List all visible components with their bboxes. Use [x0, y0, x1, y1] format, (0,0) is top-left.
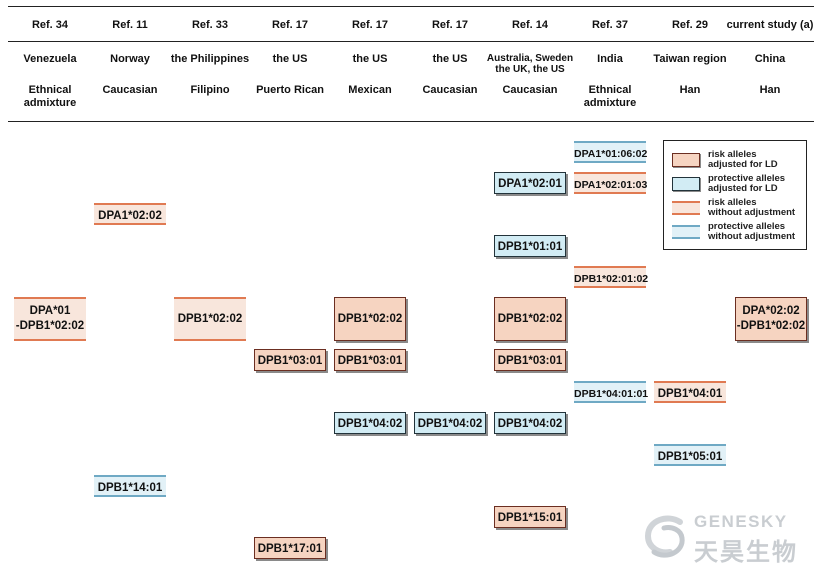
region-cell: the US — [272, 53, 308, 65]
ref-cell: Ref. 37 — [591, 19, 629, 31]
region-cell: Norway — [110, 53, 150, 65]
allele-box: DPB1*14:01 — [94, 475, 166, 497]
allele-box: DPB1*04:02 — [494, 412, 566, 434]
legend-label: protective alleles adjusted for LD — [708, 173, 786, 194]
region-cell: China — [754, 53, 786, 65]
legend-label: protective alleles without adjustment — [708, 221, 796, 242]
allele-box: DPB1*04:02 — [414, 412, 486, 434]
ethnicity-cell: Han — [759, 84, 781, 96]
region-cell: the US — [352, 53, 388, 65]
header-separator-rule — [8, 41, 814, 42]
allele-box: DPB1*02:02 — [494, 297, 566, 341]
allele-box: DPA*02:02 -DPB1*02:02 — [735, 297, 807, 341]
legend-item-risk-unadjusted: risk alleles without adjustment — [672, 197, 806, 219]
allele-box: DPA1*02:02 — [94, 203, 166, 225]
region-cell: Venezuela — [23, 53, 77, 65]
ethnicity-cell: Ethnical admixture — [23, 84, 77, 109]
allele-box: DPB1*04:01 — [654, 381, 726, 403]
header-bottom-rule — [8, 121, 814, 122]
legend-item-protective-ld: protective alleles adjusted for LD — [672, 173, 806, 195]
ref-cell: Ref. 17 — [271, 19, 309, 31]
ethnicity-cell: Filipino — [190, 84, 230, 96]
legend-swatch — [672, 177, 700, 191]
ethnicity-cell: Caucasian — [422, 84, 478, 96]
legend-swatch — [672, 225, 700, 239]
header-top-rule — [8, 6, 814, 7]
legend-swatch — [672, 201, 700, 215]
ethnicity-cell: Mexican — [348, 84, 392, 96]
ref-cell: Ref. 17 — [431, 19, 469, 31]
allele-box: DPA1*02:01 — [494, 172, 566, 194]
allele-box: DPA1*01:06:02 — [574, 141, 647, 163]
ethnicity-cell: Ethnical admixture — [583, 84, 637, 109]
legend-label: risk alleles adjusted for LD — [708, 149, 778, 170]
allele-box: DPB1*02:02 — [174, 297, 246, 341]
genesky-watermark: GENESKY 天昊生物 — [640, 510, 820, 566]
region-cell: the Philippines — [170, 53, 250, 65]
allele-label: -DPB1*02:02 — [15, 320, 85, 332]
allele-label: DPA*02:02 — [742, 305, 800, 317]
allele-box: DPB1*15:01 — [494, 506, 566, 528]
allele-box: DPB1*02:02 — [334, 297, 406, 341]
ethnicity-cell: Caucasian — [502, 84, 558, 96]
ethnicity-cell: Caucasian — [102, 84, 158, 96]
watermark-text-cn: 天昊生物 — [694, 539, 798, 566]
allele-box: DPB1*03:01 — [334, 349, 406, 371]
region-cell: India — [597, 53, 623, 65]
ref-cell: Ref. 29 — [671, 19, 709, 31]
allele-box: DPB1*03:01 — [254, 349, 326, 371]
allele-box: DPB1*02:01:02 — [574, 266, 648, 288]
watermark-text-en: GENESKY — [694, 512, 788, 531]
ethnicity-cell: Puerto Rican — [256, 84, 324, 96]
legend: risk alleles adjusted for LD protective a… — [663, 140, 807, 250]
allele-box: DPB1*04:02 — [334, 412, 406, 434]
ref-cell: current study (a) — [726, 19, 814, 31]
region-cell: the US — [432, 53, 468, 65]
allele-box: DPB1*17:01 — [254, 537, 326, 559]
legend-item-protective-unadjusted: protective alleles without adjustment — [672, 221, 806, 243]
ref-cell: Ref. 33 — [191, 19, 229, 31]
legend-label: risk alleles without adjustment — [708, 197, 796, 218]
allele-box: DPB1*01:01 — [494, 235, 566, 257]
allele-label: DPA*01 — [29, 305, 71, 317]
ref-cell: Ref. 14 — [511, 19, 549, 31]
legend-swatch — [672, 153, 700, 167]
ref-cell: Ref. 34 — [31, 19, 69, 31]
genesky-logo-icon — [644, 515, 685, 558]
allele-box: DPB1*03:01 — [494, 349, 566, 371]
ethnicity-cell: Han — [679, 84, 701, 96]
allele-label: -DPB1*02:02 — [736, 320, 806, 332]
ref-cell: Ref. 11 — [112, 19, 148, 31]
ref-cell: Ref. 17 — [351, 19, 389, 31]
allele-box: DPB1*05:01 — [654, 444, 726, 466]
allele-box: DPB1*04:01:01 — [574, 381, 648, 403]
legend-item-risk-ld: risk alleles adjusted for LD — [672, 149, 806, 171]
region-cell: Australia, Sweden the UK, the US — [486, 53, 574, 75]
allele-box: DPA*01 -DPB1*02:02 — [14, 297, 86, 341]
allele-box: DPA1*02:01:03 — [574, 172, 647, 194]
region-cell: Taiwan region — [653, 53, 727, 65]
